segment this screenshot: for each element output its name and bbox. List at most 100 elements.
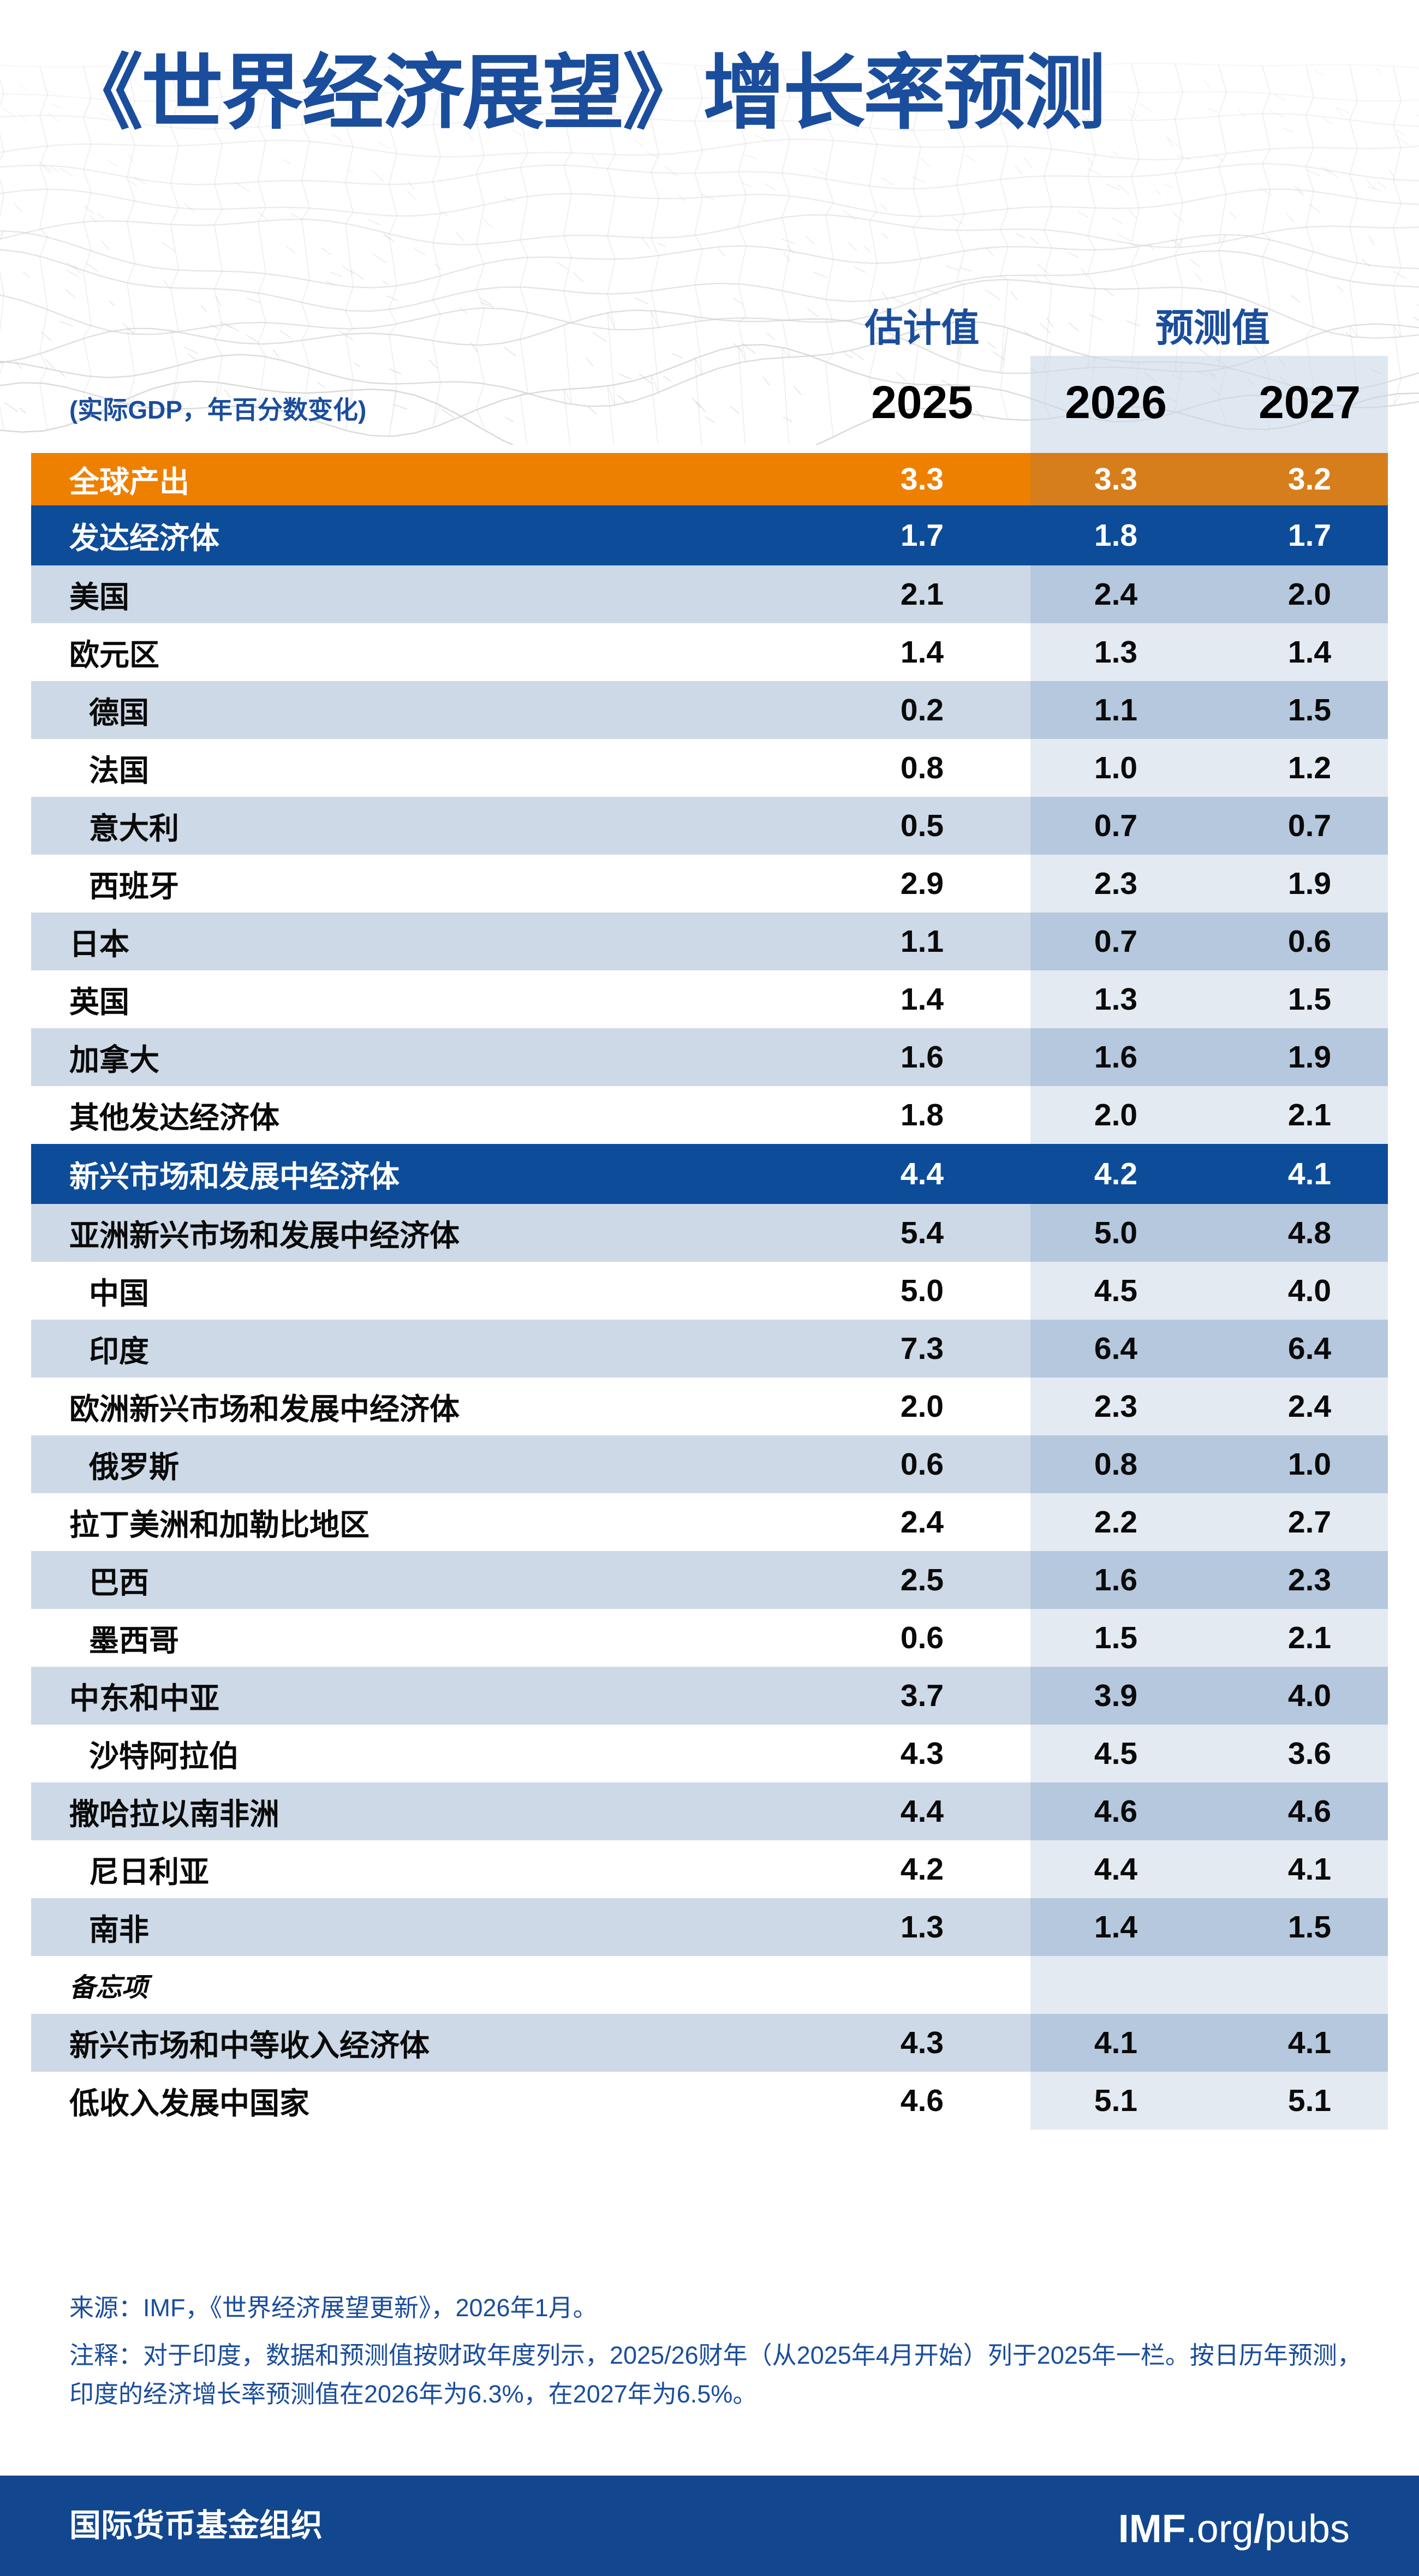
table-row: 墨西哥 0.6 1.5 2.1 <box>31 1609 1388 1667</box>
row-value: 4.4 <box>900 1156 944 1191</box>
row-value: 2.3 <box>1094 1389 1138 1424</box>
row-value: 0.6 <box>900 1447 944 1482</box>
row-value: 5.1 <box>1094 2083 1138 2118</box>
table-row: 低收入发展中国家 4.6 5.1 5.1 <box>31 2072 1388 2130</box>
memo-row: 备忘项 <box>31 1956 1388 2014</box>
row-value: 6.4 <box>1094 1331 1138 1366</box>
table-row: 欧元区 1.4 1.3 1.4 <box>31 623 1388 681</box>
row-label: 拉丁美洲和加勒比地区 <box>69 1508 370 1542</box>
brand-pubs: pubs <box>1264 2507 1350 2551</box>
row-value: 4.4 <box>900 1794 944 1829</box>
row-label: 发达经济体 <box>69 521 220 555</box>
unit-label: (实际GDP，年百分数变化) <box>69 396 367 425</box>
row-value: 2.2 <box>1094 1505 1138 1540</box>
table-row: 撒哈拉以南非洲 4.4 4.6 4.6 <box>31 1782 1388 1840</box>
page-title: 《世界经济展望》增长率预测 <box>61 47 1106 139</box>
column-group-spacer <box>31 297 825 353</box>
table-row: 尼日利亚 4.2 4.4 4.1 <box>31 1840 1388 1898</box>
row-label: 亚洲新兴市场和发展中经济体 <box>69 1219 460 1253</box>
estimate-group-label: 估计值 <box>864 307 980 349</box>
row-value: 0.6 <box>900 1620 944 1655</box>
row-value: 1.1 <box>900 924 944 959</box>
row-value: 1.7 <box>900 518 944 553</box>
brand-org: .org <box>1185 2507 1254 2551</box>
row-value: 2.4 <box>1287 1389 1332 1424</box>
row-value: 0.5 <box>900 808 944 843</box>
year-2027-header: 2027 <box>1259 377 1361 428</box>
row-label: 南非 <box>89 1913 150 1947</box>
table-row: 英国 1.4 1.3 1.5 <box>31 970 1388 1028</box>
row-value: 2.1 <box>1287 1620 1332 1655</box>
row-value: 4.8 <box>1287 1215 1332 1250</box>
row-label: 新兴市场和发展中经济体 <box>69 1160 400 1194</box>
row-value: 4.5 <box>1094 1736 1138 1771</box>
table-row: 新兴市场和中等收入经济体 4.3 4.1 4.1 <box>31 2014 1388 2072</box>
table-row: 美国 2.1 2.4 2.0 <box>31 565 1388 623</box>
row-value: 2.7 <box>1287 1505 1332 1540</box>
row-value: 0.7 <box>1094 808 1138 843</box>
row-label: 低收入发展中国家 <box>69 2086 310 2120</box>
row-value: 4.3 <box>900 2025 944 2060</box>
table-row: 其他发达经济体 1.8 2.0 2.1 <box>31 1086 1388 1144</box>
row-value: 1.4 <box>900 635 944 670</box>
row-label: 尼日利亚 <box>89 1855 210 1889</box>
forecast-group-label: 预测值 <box>1155 307 1270 349</box>
row-value: 1.0 <box>1094 750 1138 785</box>
row-label: 德国 <box>89 696 150 730</box>
row-value: 4.5 <box>1094 1273 1138 1308</box>
table-row: 沙特阿拉伯 4.3 4.5 3.6 <box>31 1725 1388 1782</box>
row-label: 日本 <box>69 927 130 961</box>
row-value: 0.7 <box>1094 924 1138 959</box>
row-label: 法国 <box>89 754 150 788</box>
row-value: 1.6 <box>1094 1563 1138 1597</box>
row-value: 7.3 <box>900 1331 944 1366</box>
row-value: 0.8 <box>1094 1447 1138 1482</box>
row-value: 1.6 <box>900 1040 944 1075</box>
table-row: 新兴市场和发展中经济体 4.4 4.2 4.1 <box>31 1144 1388 1204</box>
table-row: 全球产出 3.3 3.3 3.2 <box>31 453 1388 505</box>
row-value: 1.8 <box>1094 518 1138 553</box>
row-value: 6.4 <box>1287 1331 1332 1366</box>
table-row: 加拿大 1.6 1.6 1.9 <box>31 1028 1388 1086</box>
row-value: 3.2 <box>1287 462 1332 497</box>
row-value: 2.3 <box>1287 1563 1332 1597</box>
row-value: 4.1 <box>1287 2025 1332 2060</box>
row-value: 2.1 <box>1287 1098 1332 1132</box>
row-value: 0.8 <box>900 750 944 785</box>
organization-name: 国际货币基金组织 <box>69 2508 323 2543</box>
row-value: 2.9 <box>900 866 944 901</box>
row-value: 0.6 <box>1287 924 1332 959</box>
forecast-band-header <box>1030 356 1388 454</box>
row-value: 4.1 <box>1287 1852 1332 1887</box>
year-header-row: (实际GDP，年百分数变化) 2025 2026 2027 <box>31 360 1412 425</box>
row-value: 4.6 <box>1094 1794 1138 1829</box>
row-value: 2.5 <box>900 1563 944 1597</box>
row-value: 2.0 <box>1094 1098 1138 1132</box>
table-row: 意大利 0.5 0.7 0.7 <box>31 797 1388 855</box>
row-label: 新兴市场和中等收入经济体 <box>69 2029 430 2062</box>
row-value: 4.4 <box>1094 1852 1138 1887</box>
row-value: 4.3 <box>900 1736 944 1771</box>
source-line: 来源：IMF，《世界经济展望更新》，2026年1月。 <box>69 2294 598 2322</box>
imf-pubs-link: IMF.org/pubs <box>1118 2479 1350 2576</box>
row-value: 1.1 <box>1094 693 1138 728</box>
row-value: 1.5 <box>1094 1620 1138 1655</box>
row-label: 西班牙 <box>89 869 180 903</box>
row-value: 4.0 <box>1287 1273 1332 1308</box>
row-value: 1.3 <box>1094 982 1138 1017</box>
row-value: 2.4 <box>1094 577 1138 612</box>
row-value: 4.2 <box>1094 1156 1138 1191</box>
table-row: 中东和中亚 3.7 3.9 4.0 <box>31 1667 1388 1725</box>
year-2025-header: 2025 <box>871 377 973 428</box>
row-label: 墨西哥 <box>89 1624 180 1657</box>
row-value: 1.9 <box>1287 866 1332 901</box>
table-row: 欧洲新兴市场和发展中经济体 2.0 2.3 2.4 <box>31 1378 1388 1435</box>
row-value: 3.6 <box>1287 1736 1332 1771</box>
table-row: 南非 1.3 1.4 1.5 <box>31 1898 1388 1956</box>
row-value: 0.2 <box>900 693 944 728</box>
row-value: 4.2 <box>900 1852 944 1887</box>
table-row: 法国 0.8 1.0 1.2 <box>31 739 1388 797</box>
row-value: 3.7 <box>900 1678 944 1713</box>
row-label: 中国 <box>89 1277 150 1310</box>
